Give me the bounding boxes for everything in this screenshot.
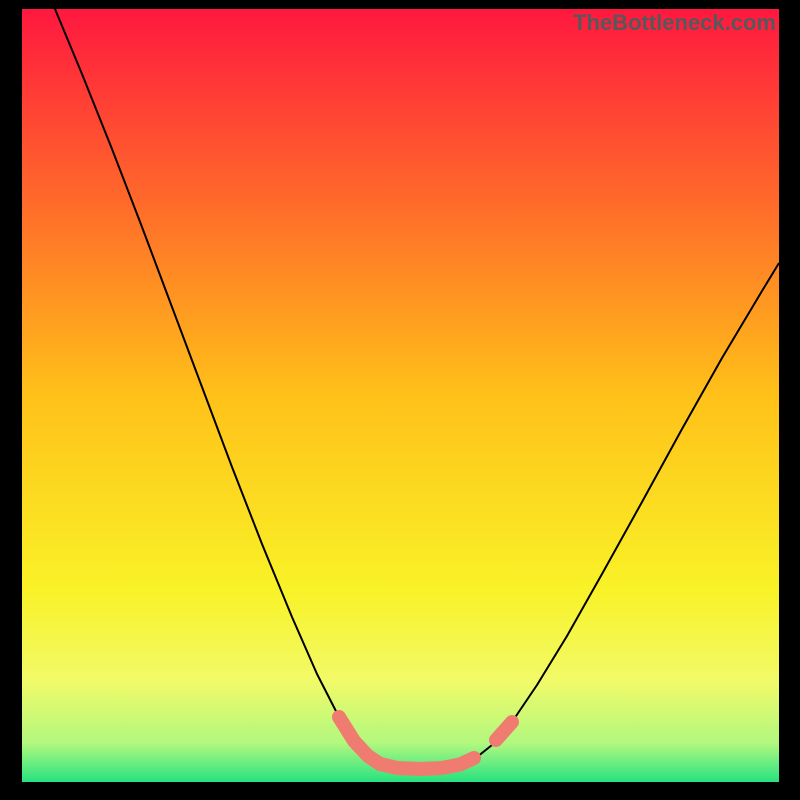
chart-frame: TheBottleneck.com xyxy=(0,0,800,800)
chart-plot-area xyxy=(22,9,779,782)
bottleneck-curve xyxy=(55,9,779,769)
highlight-segment xyxy=(339,717,474,769)
highlight-segments xyxy=(339,717,512,769)
highlight-segment xyxy=(496,722,512,740)
chart-svg xyxy=(22,9,779,782)
watermark-text: TheBottleneck.com xyxy=(573,10,776,36)
